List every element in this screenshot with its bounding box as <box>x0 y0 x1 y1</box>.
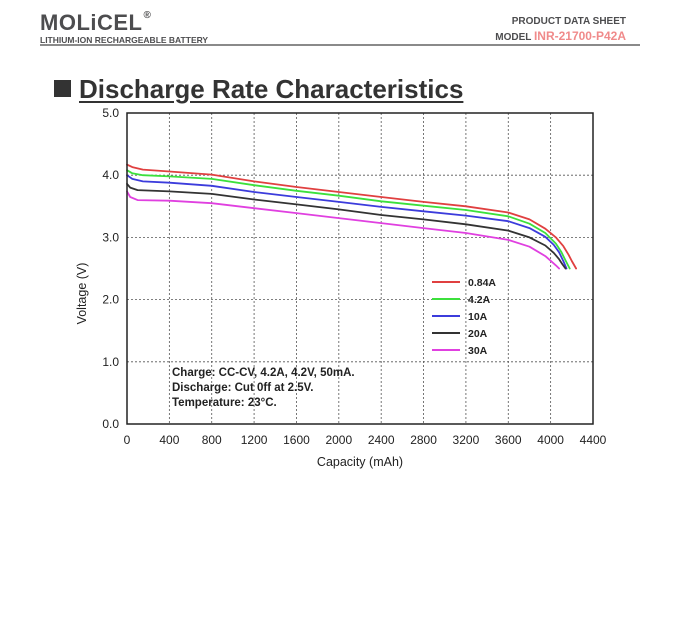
x-tick-label: 2800 <box>410 433 437 447</box>
brand-name: MOLiCEL <box>40 10 143 35</box>
x-tick-label: 3600 <box>495 433 522 447</box>
y-tick-label: 0.0 <box>102 417 119 431</box>
model-label: MODEL <box>495 32 532 43</box>
brand-tagline: LITHIUM-ION RECHARGEABLE BATTERY <box>40 35 209 45</box>
plot-frame <box>126 112 594 425</box>
x-tick-label: 4000 <box>537 433 564 447</box>
x-tick-label: 1600 <box>283 433 310 447</box>
note-line: Discharge: Cut 0ff at 2.5V. <box>172 382 313 394</box>
legend-label: 10A <box>468 311 488 323</box>
legend-label: 20A <box>468 328 488 340</box>
x-tick-label: 3200 <box>453 433 480 447</box>
legend-label: 0.84A <box>468 277 496 289</box>
x-axis-ticks: 0 400 800 1200 1600 2000 2400 2800 3200 3600 4000 4… <box>124 433 607 447</box>
note-line: Temperature: 23°C. <box>172 397 277 409</box>
document-type: PRODUCT DATA SHEET <box>511 16 626 27</box>
registered-mark: ® <box>143 10 152 21</box>
x-tick-label: 2400 <box>368 433 395 447</box>
series-line-20a <box>126 182 567 270</box>
x-tick-label: 4400 <box>580 433 607 447</box>
model-number: INR-21700-P42A <box>533 29 626 43</box>
chart-legend: 0.84A 4.2A 10A 20A 30A <box>432 277 496 357</box>
page-header: MOLiCEL® LITHIUM-ION RECHARGEABLE BATTER… <box>40 8 640 48</box>
brand-logo: MOLiCEL® <box>40 10 151 36</box>
legend-label: 30A <box>468 345 488 357</box>
x-tick-label: 400 <box>159 433 179 447</box>
y-tick-label: 2.0 <box>102 293 119 307</box>
section-title-text: Discharge Rate Characteristics <box>79 74 464 104</box>
note-line: Charge: CC-CV, 4.2A, 4.2V, 50mA. <box>172 367 355 379</box>
chart-series <box>126 163 577 270</box>
series-line-10a <box>126 174 568 270</box>
chart-grid <box>127 113 593 424</box>
series-line-30a <box>126 190 560 270</box>
series-line-084a <box>126 163 577 270</box>
y-axis-label: Voltage (V) <box>75 263 89 325</box>
y-axis-ticks: 0.0 1.0 2.0 3.0 4.0 5.0 <box>102 106 119 431</box>
y-tick-label: 1.0 <box>102 355 119 369</box>
x-tick-label: 2000 <box>325 433 352 447</box>
x-axis-label: Capacity (mAh) <box>317 455 403 469</box>
series-line-42a <box>126 169 571 270</box>
y-tick-label: 5.0 <box>102 106 119 120</box>
x-tick-label: 800 <box>202 433 222 447</box>
test-conditions-note: Charge: CC-CV, 4.2A, 4.2V, 50mA. Discharg… <box>172 367 355 409</box>
x-tick-label: 1200 <box>241 433 268 447</box>
legend-label: 4.2A <box>468 294 491 306</box>
model-line: MODEL INR-21700-P42A <box>495 29 626 43</box>
section-title: Discharge Rate Characteristics <box>54 74 463 105</box>
square-bullet-icon <box>54 80 71 97</box>
y-tick-label: 3.0 <box>102 230 119 244</box>
y-tick-label: 4.0 <box>102 168 119 182</box>
x-tick-label: 0 <box>124 433 131 447</box>
header-divider <box>40 44 640 46</box>
